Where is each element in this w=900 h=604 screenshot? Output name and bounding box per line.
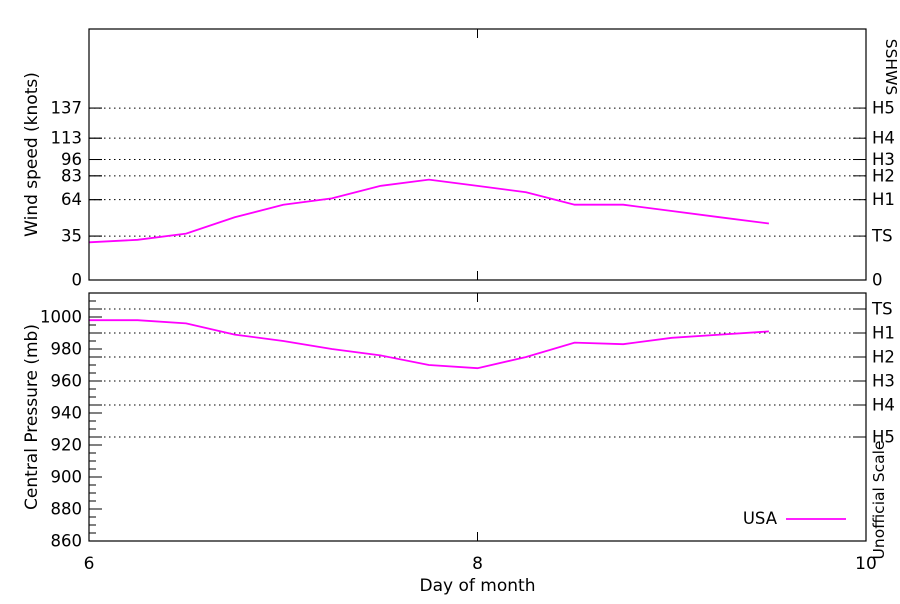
wind-left-tick-label: 96 [61, 150, 82, 169]
x-tick-label: 8 [472, 554, 483, 574]
wind-left-tick-label: 137 [51, 99, 83, 118]
x-axis-title: Day of month [420, 576, 536, 596]
pressure-y-axis-title: Central Pressure (mb) [22, 324, 42, 510]
pressure-right-tick-label: H4 [872, 396, 895, 415]
pressure-right-tick-label: TS [871, 300, 893, 319]
pressure-left-tick-label: 980 [51, 340, 83, 359]
wind-left-tick-label: 83 [61, 166, 82, 185]
wind-right-tick-label: H1 [872, 190, 895, 209]
pressure-right-tick-label: H1 [872, 324, 895, 343]
wind-right-tick-label: H3 [872, 150, 895, 169]
x-tick-label: 6 [84, 554, 95, 574]
wind-right-tick-label: TS [871, 227, 893, 246]
pressure-left-tick-label: 860 [51, 532, 83, 551]
wind-right-tick-label: 0 [872, 271, 883, 290]
wind-panel-border [88, 28, 867, 281]
wind-left-tick-label: 35 [61, 227, 82, 246]
wind-left-tick-label: 0 [72, 271, 83, 290]
wind-right-axis-title: SSHWS [882, 39, 900, 96]
pressure-left-tick-label: 1000 [40, 308, 82, 327]
pressure-left-tick-label: 940 [51, 404, 83, 423]
pressure-right-tick-label: H3 [872, 372, 895, 391]
wind-left-tick-label: 64 [61, 190, 82, 209]
series-usa-pressure [89, 319, 769, 370]
pressure-left-tick-label: 960 [51, 372, 83, 391]
wind-right-tick-label: H2 [872, 166, 895, 185]
pressure-left-tick-label: 920 [51, 436, 83, 455]
wind-right-tick-label: H5 [872, 99, 895, 118]
pressure-panel-border [88, 292, 867, 542]
wind-left-tick-label: 113 [51, 129, 83, 148]
pressure-right-axis-title: Unofficial Scale [870, 441, 888, 560]
wind-right-tick-label: H4 [872, 129, 895, 148]
x-tick-label: 10 [855, 554, 877, 574]
pressure-right-tick-label: H2 [872, 348, 895, 367]
series-usa-wind [88, 178, 770, 244]
pressure-left-tick-label: 900 [51, 468, 83, 487]
pressure-right-tick-label: H5 [872, 428, 895, 447]
pressure-left-tick-label: 880 [51, 500, 83, 519]
wind-y-axis-title: Wind speed (knots) [22, 72, 42, 237]
legend-label: USA [743, 509, 778, 528]
